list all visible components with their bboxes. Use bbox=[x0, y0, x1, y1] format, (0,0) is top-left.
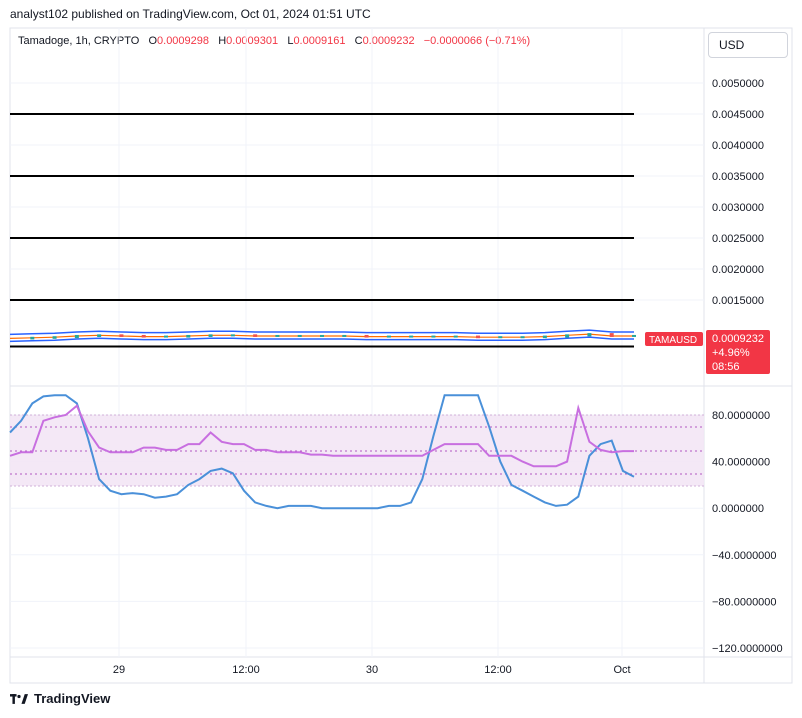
low-value: 0.0009161 bbox=[293, 35, 346, 47]
oscillator-tick-label: 0.0000000 bbox=[712, 503, 764, 515]
candle bbox=[74, 334, 79, 339]
oscillator-tick-label: −120.0000000 bbox=[712, 643, 783, 655]
candle bbox=[97, 334, 102, 337]
candle bbox=[342, 334, 347, 337]
price-tick-label: 0.0030000 bbox=[712, 202, 764, 214]
horizontal-lines[interactable] bbox=[10, 113, 634, 348]
candle bbox=[164, 335, 168, 338]
symbol-name[interactable]: Tamadoge, 1h, CRYPTO bbox=[18, 35, 140, 47]
chart-frame bbox=[9, 27, 793, 684]
brand-name: TradingView bbox=[34, 691, 111, 706]
candle bbox=[275, 334, 280, 337]
oscillator-tick-label: 40.0000000 bbox=[712, 457, 770, 469]
price-tick-label: 0.0045000 bbox=[712, 109, 764, 121]
price-tick-label: 0.0025000 bbox=[712, 233, 764, 245]
candle bbox=[30, 336, 35, 340]
currency-button[interactable]: USD bbox=[708, 32, 788, 58]
time-tick-label: Oct bbox=[613, 664, 630, 676]
oscillator-tick-label: 80.0000000 bbox=[712, 410, 770, 422]
candle bbox=[186, 334, 191, 338]
candle bbox=[119, 334, 124, 337]
symbol-tag: TAMAUSD bbox=[649, 335, 697, 346]
candle bbox=[453, 335, 458, 338]
rsi-line bbox=[9, 404, 634, 468]
price-tick-label: 0.0015000 bbox=[712, 295, 764, 307]
candle bbox=[386, 335, 391, 338]
candle bbox=[542, 335, 547, 339]
symbol-legend: Tamadoge, 1h, CRYPTO O0.0009298 H0.00093… bbox=[18, 35, 530, 47]
candle bbox=[52, 336, 57, 339]
candle bbox=[632, 334, 636, 337]
close-label: C bbox=[354, 35, 363, 47]
time-tick-label: 12:00 bbox=[484, 664, 512, 676]
tradingview-logo-icon bbox=[10, 693, 28, 704]
time-tick-label: 29 bbox=[113, 664, 125, 676]
candle bbox=[141, 334, 146, 338]
symbol-tag-bg bbox=[645, 332, 703, 346]
stoch-k-line bbox=[9, 394, 635, 510]
bb-upper-line bbox=[9, 329, 634, 336]
price-tag-countdown: 08:56 bbox=[712, 361, 740, 373]
publisher-line: analyst102 published on TradingView.com,… bbox=[10, 7, 371, 21]
grid bbox=[10, 28, 704, 657]
candle bbox=[498, 336, 503, 339]
candle bbox=[520, 336, 525, 339]
low-label: L bbox=[287, 35, 294, 47]
candle bbox=[364, 334, 369, 338]
candle bbox=[297, 334, 302, 337]
price-tick-label: 0.0050000 bbox=[712, 78, 764, 90]
oscillator-tick-label: −80.0000000 bbox=[712, 596, 777, 608]
candle bbox=[230, 334, 235, 337]
candle bbox=[609, 333, 614, 337]
candle bbox=[208, 334, 213, 337]
oscillator-tick-label: −40.0000000 bbox=[712, 550, 777, 562]
candle bbox=[409, 335, 414, 338]
price-tick-label: 0.0035000 bbox=[712, 171, 764, 183]
price-tag: TAMAUSD 0.0009232 +4.96% 08:56 bbox=[645, 330, 770, 374]
open-value: 0.0009298 bbox=[157, 35, 210, 47]
high-value: 0.0009301 bbox=[226, 35, 279, 47]
price-tag-bg bbox=[706, 330, 770, 374]
high-label: H bbox=[218, 35, 227, 47]
oscillator-axis-ticks: 80.0000000 40.0000000 0.0000000 −40.0000000… bbox=[712, 410, 783, 655]
candle bbox=[476, 335, 480, 339]
tradingview-footer[interactable]: TradingView bbox=[10, 691, 110, 706]
stochastic-lines bbox=[9, 394, 635, 510]
time-tick-label: 12:00 bbox=[232, 664, 260, 676]
close-value: 0.0009232 bbox=[362, 35, 415, 47]
bb-lower-line bbox=[9, 336, 634, 343]
time-tick-label: 30 bbox=[366, 664, 378, 676]
candle bbox=[565, 334, 570, 338]
candle bbox=[320, 334, 324, 337]
candle bbox=[431, 335, 436, 338]
time-axis-ticks: 29 12:00 30 12:00 Oct bbox=[113, 664, 631, 676]
candles bbox=[30, 333, 636, 340]
price-tick-label: 0.0020000 bbox=[712, 264, 764, 276]
open-label: O bbox=[148, 35, 158, 47]
price-tag-change: +4.96% bbox=[712, 347, 750, 359]
candle bbox=[253, 334, 258, 337]
candle bbox=[587, 333, 592, 337]
price-tick-label: 0.0040000 bbox=[712, 140, 764, 152]
price-tag-price: 0.0009232 bbox=[712, 333, 764, 345]
price-axis-ticks: 0.0050000 0.0045000 0.0040000 0.0035000 0.00… bbox=[712, 78, 764, 307]
change-value: −0.0000066 (−0.71%) bbox=[423, 35, 531, 47]
